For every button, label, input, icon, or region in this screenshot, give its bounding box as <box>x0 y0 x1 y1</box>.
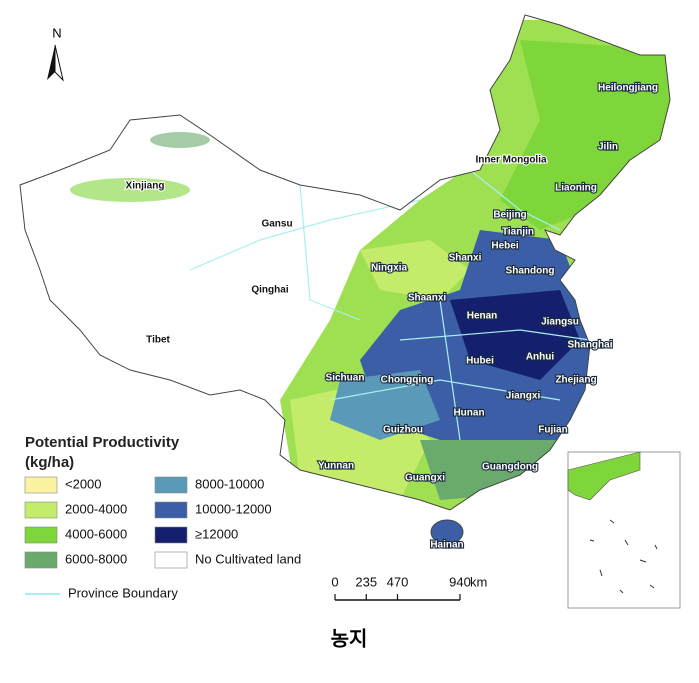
legend-label: 10000-12000 <box>195 501 272 516</box>
legend-label: 2000-4000 <box>65 501 127 516</box>
province-label: Fujian <box>538 425 567 436</box>
legend-swatch <box>154 551 188 569</box>
province-label: Hubei <box>466 356 494 367</box>
legend-label: 4000-6000 <box>65 526 127 541</box>
province-label: Guangxi <box>405 473 445 484</box>
north-label: N <box>52 25 61 40</box>
legend-swatch <box>24 501 58 519</box>
scale-label: 0 <box>331 574 338 589</box>
province-label: Anhui <box>526 352 555 363</box>
province-label: Hainan <box>430 540 463 551</box>
legend-swatch <box>24 551 58 569</box>
province-label: Tibet <box>146 335 170 346</box>
legend-swatch <box>24 476 58 494</box>
province-label: Henan <box>467 311 498 322</box>
caption: 농지 <box>331 627 368 650</box>
legend-swatch <box>154 526 188 544</box>
province-label: Beijing <box>493 210 526 221</box>
legend-label: 6000-8000 <box>65 551 127 566</box>
province-label: Tianjin <box>502 227 534 238</box>
north-arrow <box>47 44 64 82</box>
province-label: Inner Mongolia <box>475 155 547 166</box>
scale-label: 940 <box>449 574 471 589</box>
legend-label: <2000 <box>65 476 102 491</box>
scale-unit: km <box>470 574 487 589</box>
province-label: Heilongjiang <box>598 83 658 94</box>
country-outline <box>19 14 671 511</box>
legend-swatch <box>154 501 188 519</box>
legend-title: Potential Productivity <box>25 434 180 451</box>
province-label: Jiangxi <box>506 391 541 402</box>
legend-swatch <box>154 476 188 494</box>
legend-label: No Cultivated land <box>195 551 301 566</box>
province-label: Xinjiang <box>126 181 165 192</box>
province-label: Guizhou <box>383 425 423 436</box>
legend-label: 8000-10000 <box>195 476 264 491</box>
province-label: Shanxi <box>449 253 482 264</box>
province-label: Shandong <box>506 266 555 277</box>
boundary-label: Province Boundary <box>68 585 178 600</box>
province-label: Shanghai <box>567 340 612 351</box>
scale-label: 235 <box>355 574 377 589</box>
legend-label: ≥12000 <box>195 526 238 541</box>
province-label: Yunnan <box>318 461 354 472</box>
province-label: Zhejiang <box>555 375 596 386</box>
province-label: Chongqing <box>381 375 434 386</box>
province-label: Ningxia <box>371 263 408 274</box>
province-label: Gansu <box>261 219 292 230</box>
scale-label: 470 <box>387 574 409 589</box>
province-label: Hunan <box>453 408 484 419</box>
province-label: Hebei <box>491 241 518 252</box>
province-label: Qinghai <box>251 285 288 296</box>
hainan-island <box>430 519 464 545</box>
province-label: Guangdong <box>482 462 538 473</box>
legend-unit: (kg/ha) <box>25 454 74 471</box>
province-label: Jiangsu <box>541 317 579 328</box>
legend-swatch <box>24 526 58 544</box>
inset-map <box>567 451 681 609</box>
province-label: Sichuan <box>326 373 365 384</box>
province-label: Jilin <box>598 142 618 153</box>
province-label: Liaoning <box>555 183 597 194</box>
province-label: Shaanxi <box>408 293 447 304</box>
